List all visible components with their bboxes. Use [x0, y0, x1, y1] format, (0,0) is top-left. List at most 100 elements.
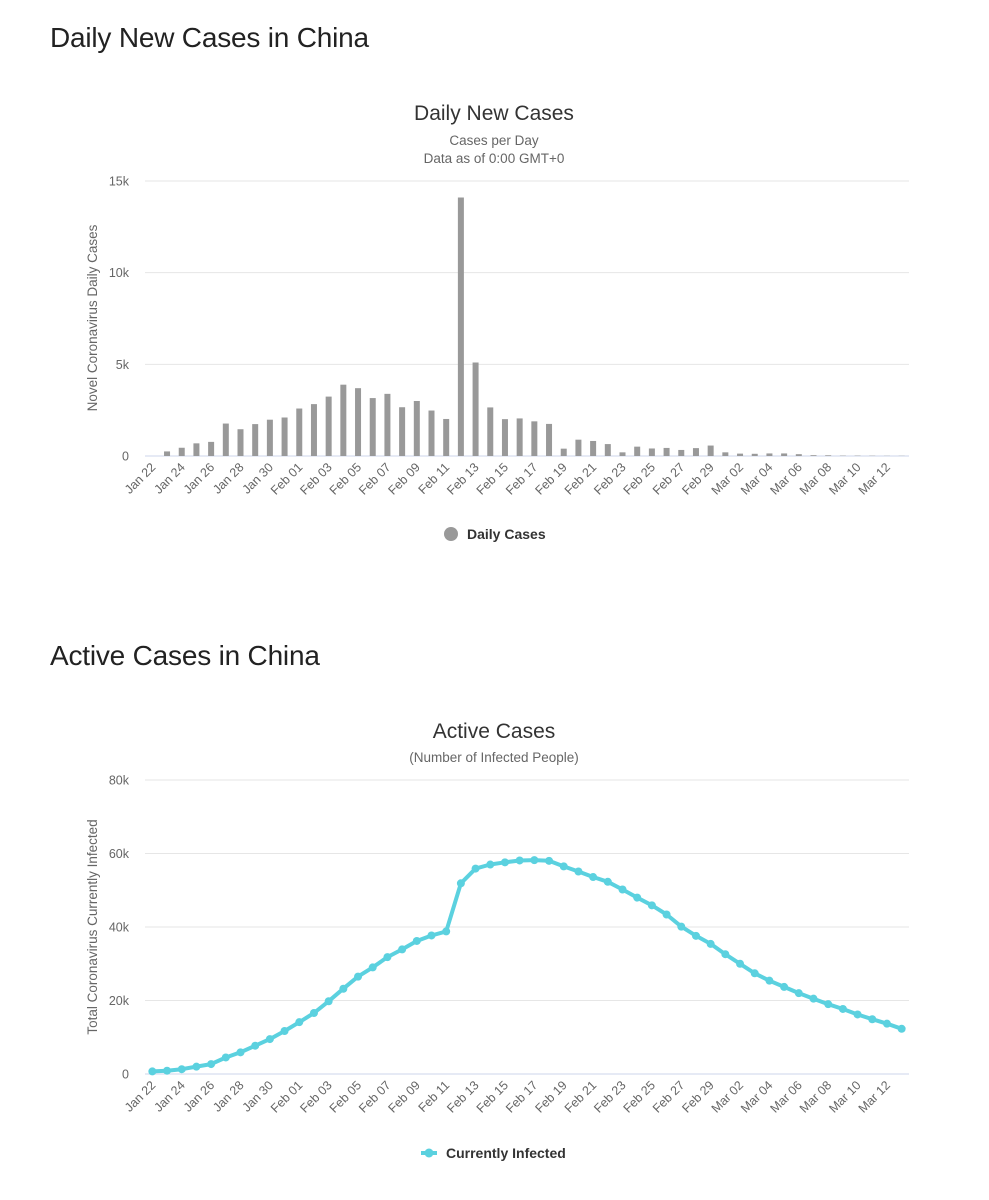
bar-feb-02[interactable]: [310, 404, 317, 456]
point-jan-30[interactable]: [265, 1035, 274, 1044]
bar-jan-29[interactable]: [252, 424, 259, 456]
bar-feb-16[interactable]: [516, 418, 523, 456]
point-feb-02[interactable]: [309, 1008, 318, 1017]
point-feb-06[interactable]: [368, 963, 377, 972]
bar-mar-06[interactable]: [795, 454, 802, 456]
bar-jan-26[interactable]: [208, 441, 215, 456]
bar-feb-29[interactable]: [707, 445, 714, 456]
bar-feb-12[interactable]: [457, 197, 464, 457]
point-jan-27[interactable]: [221, 1053, 230, 1062]
bar-mar-04[interactable]: [766, 453, 773, 456]
bar-mar-08[interactable]: [825, 455, 832, 456]
bar-feb-18[interactable]: [546, 423, 553, 456]
bar-feb-01[interactable]: [296, 408, 303, 456]
point-feb-03[interactable]: [324, 997, 333, 1006]
bar-feb-21[interactable]: [590, 440, 597, 456]
point-feb-18[interactable]: [545, 856, 554, 865]
point-mar-13[interactable]: [897, 1024, 906, 1033]
point-mar-10[interactable]: [853, 1010, 862, 1019]
point-feb-05[interactable]: [354, 972, 363, 981]
bar-jan-27[interactable]: [222, 423, 229, 456]
point-feb-14[interactable]: [486, 860, 495, 869]
point-feb-16[interactable]: [515, 856, 524, 865]
bar-jan-25[interactable]: [193, 443, 200, 456]
bar-feb-11[interactable]: [443, 418, 450, 456]
legend-label-currently-infected[interactable]: Currently Infected: [446, 1145, 566, 1161]
bar-feb-05[interactable]: [355, 388, 362, 456]
bar-feb-14[interactable]: [487, 407, 494, 456]
point-mar-12[interactable]: [882, 1019, 891, 1028]
point-feb-24[interactable]: [633, 893, 642, 902]
point-mar-04[interactable]: [765, 976, 774, 985]
point-jan-26[interactable]: [207, 1060, 216, 1069]
bar-feb-25[interactable]: [648, 448, 655, 456]
legend-swatch-marker[interactable]: [424, 1148, 434, 1158]
point-feb-20[interactable]: [574, 867, 583, 876]
point-feb-12[interactable]: [456, 879, 465, 888]
bar-feb-17[interactable]: [531, 421, 538, 456]
point-jan-25[interactable]: [192, 1062, 201, 1071]
bar-mar-02[interactable]: [737, 453, 744, 456]
bar-mar-07[interactable]: [810, 455, 817, 456]
point-jan-23[interactable]: [163, 1066, 172, 1075]
point-mar-07[interactable]: [809, 994, 818, 1003]
bar-feb-09[interactable]: [413, 401, 420, 456]
bar-feb-10[interactable]: [428, 410, 435, 456]
legend-swatch-daily-cases[interactable]: [444, 527, 458, 541]
point-jan-24[interactable]: [177, 1065, 186, 1074]
bar-feb-03[interactable]: [325, 396, 332, 456]
point-feb-09[interactable]: [412, 936, 421, 945]
point-feb-08[interactable]: [398, 945, 407, 954]
point-jan-29[interactable]: [251, 1041, 260, 1050]
bar-feb-15[interactable]: [501, 419, 508, 456]
bar-feb-28[interactable]: [692, 448, 699, 456]
bar-feb-23[interactable]: [619, 452, 626, 456]
bar-feb-08[interactable]: [399, 407, 406, 456]
bar-jan-30[interactable]: [266, 419, 273, 456]
point-mar-05[interactable]: [780, 982, 789, 991]
bar-jan-31[interactable]: [281, 417, 288, 457]
bar-mar-05[interactable]: [781, 453, 788, 456]
bar-feb-06[interactable]: [369, 398, 376, 456]
bar-feb-04[interactable]: [340, 384, 347, 456]
bar-jan-28[interactable]: [237, 429, 244, 456]
point-feb-23[interactable]: [618, 885, 627, 894]
point-feb-25[interactable]: [647, 901, 656, 910]
point-feb-26[interactable]: [662, 910, 671, 919]
point-feb-27[interactable]: [677, 922, 686, 931]
point-mar-08[interactable]: [824, 1000, 833, 1009]
bar-mar-03[interactable]: [751, 453, 758, 456]
point-feb-29[interactable]: [706, 939, 715, 948]
point-mar-09[interactable]: [838, 1004, 847, 1013]
point-feb-07[interactable]: [383, 953, 392, 962]
bar-feb-24[interactable]: [634, 446, 641, 456]
point-feb-01[interactable]: [295, 1018, 304, 1027]
bar-feb-20[interactable]: [575, 439, 582, 456]
point-feb-22[interactable]: [603, 877, 612, 886]
bar-feb-19[interactable]: [560, 448, 567, 456]
point-jan-31[interactable]: [280, 1027, 289, 1036]
point-jan-22[interactable]: [148, 1067, 157, 1076]
point-feb-04[interactable]: [339, 984, 348, 993]
point-feb-10[interactable]: [427, 931, 436, 940]
point-mar-02[interactable]: [736, 959, 745, 968]
legend[interactable]: Daily Cases: [444, 526, 546, 542]
bar-feb-07[interactable]: [384, 393, 391, 456]
point-jan-28[interactable]: [236, 1048, 245, 1057]
legend-label-daily-cases[interactable]: Daily Cases: [467, 526, 546, 542]
point-mar-01[interactable]: [721, 950, 730, 959]
bar-feb-13[interactable]: [472, 362, 479, 457]
bar-mar-01[interactable]: [722, 452, 729, 456]
point-feb-11[interactable]: [442, 927, 451, 936]
point-feb-13[interactable]: [471, 864, 480, 873]
point-feb-15[interactable]: [500, 858, 509, 867]
point-feb-21[interactable]: [589, 873, 598, 882]
point-feb-19[interactable]: [559, 862, 568, 871]
point-feb-17[interactable]: [530, 856, 539, 865]
bar-feb-26[interactable]: [663, 447, 670, 456]
point-mar-03[interactable]: [750, 969, 759, 978]
point-feb-28[interactable]: [691, 931, 700, 940]
bar-jan-23[interactable]: [164, 451, 171, 456]
bar-jan-24[interactable]: [178, 447, 185, 456]
point-mar-11[interactable]: [868, 1015, 877, 1024]
